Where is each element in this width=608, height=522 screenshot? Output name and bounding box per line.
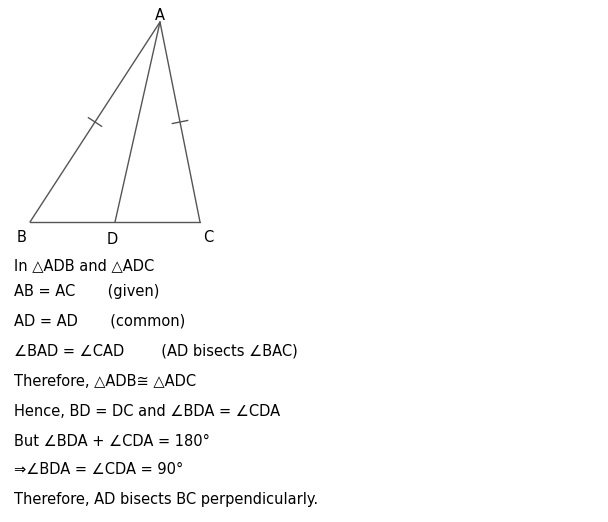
Text: Hence, BD = DC and ∠BDA = ∠CDA: Hence, BD = DC and ∠BDA = ∠CDA	[14, 404, 280, 419]
Text: ⇒∠BDA = ∠CDA = 90°: ⇒∠BDA = ∠CDA = 90°	[14, 462, 183, 477]
Text: AD = AD       (common): AD = AD (common)	[14, 314, 185, 329]
Text: Therefore, △ADB≅ △ADC: Therefore, △ADB≅ △ADC	[14, 374, 196, 389]
Text: But ∠BDA + ∠CDA = 180°: But ∠BDA + ∠CDA = 180°	[14, 434, 210, 449]
Text: A: A	[155, 8, 165, 23]
Text: AB = AC       (given): AB = AC (given)	[14, 284, 159, 299]
Text: Therefore, AD bisects BC perpendicularly.: Therefore, AD bisects BC perpendicularly…	[14, 492, 318, 507]
Text: ∠BAD = ∠CAD        (AD bisects ∠BAC): ∠BAD = ∠CAD (AD bisects ∠BAC)	[14, 344, 298, 359]
Text: D: D	[106, 232, 117, 247]
Text: C: C	[203, 230, 213, 245]
Text: In △ADB and △ADC: In △ADB and △ADC	[14, 258, 154, 273]
Text: B: B	[17, 230, 27, 245]
